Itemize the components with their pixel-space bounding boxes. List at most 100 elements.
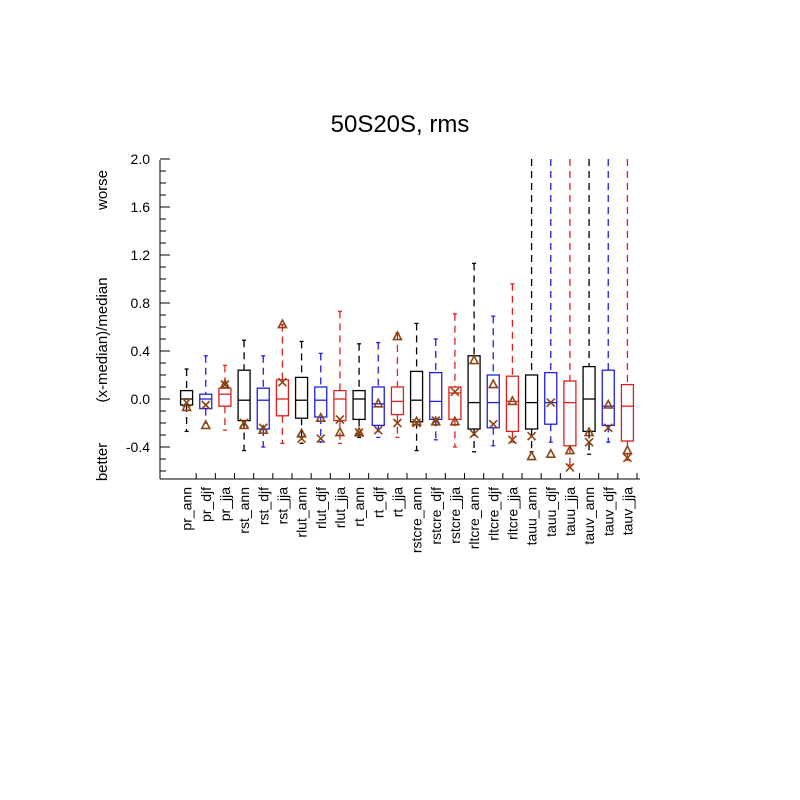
plot-area [159, 160, 640, 480]
box-iqr [218, 387, 232, 407]
y-tick-label: -0.4 [126, 439, 150, 455]
triangle-marker [430, 415, 442, 426]
triangle-marker [372, 397, 384, 408]
x-tick-label: tauv_jja [619, 487, 635, 535]
x-marker [488, 419, 498, 429]
box-iqr [601, 369, 615, 427]
x-marker [258, 423, 268, 433]
x-tick-label: rst_jja [274, 487, 290, 525]
y-axis-label-better: better [94, 443, 111, 481]
x-tick-label: rt_ann [351, 487, 367, 527]
box-rst_djf [256, 355, 270, 448]
triangle-marker [468, 354, 480, 365]
x-marker [373, 425, 383, 435]
triangle-marker [181, 401, 192, 412]
box-rst_ann [237, 339, 251, 452]
x-tick-label: rlut_ann [294, 487, 310, 538]
y-tick-label: 0.8 [131, 295, 151, 311]
x-tick-label: rlut_djf [313, 487, 329, 529]
x-tick-label: rlut_jja [332, 487, 348, 528]
triangle-marker [564, 444, 576, 455]
x-marker [565, 462, 575, 472]
box-iqr [333, 389, 347, 422]
box-rt_ann [352, 343, 366, 439]
x-marker [603, 423, 613, 433]
box-rstcre_djf [429, 338, 443, 441]
box-pr_jja [218, 364, 232, 431]
x-tick-label: pr_jja [217, 487, 233, 521]
x-tick-label: rstcre_ann [409, 487, 425, 553]
triangle-marker [392, 330, 403, 341]
triangle-marker [583, 426, 595, 437]
y-axis-label-worse: worse [94, 170, 111, 211]
box-tauv_jja [620, 159, 635, 463]
box-iqr [352, 389, 366, 421]
x-marker [527, 431, 537, 441]
x-marker [469, 429, 479, 439]
box-iqr [294, 376, 309, 419]
box-iqr [371, 386, 385, 427]
y-tick-label: 0.4 [131, 343, 151, 359]
x-tick-label: tauu_djf [543, 487, 559, 537]
y-tick-label: 1.6 [131, 199, 151, 215]
box-rstcre_ann [409, 322, 424, 452]
triangle-marker [602, 398, 614, 409]
box-rstcre_jja [448, 313, 462, 448]
x-marker [239, 418, 249, 428]
box-rst_jja [275, 318, 290, 445]
x-tick-label: pr_djf [198, 487, 214, 522]
box-iqr [429, 371, 443, 421]
box-rltcre_djf [486, 315, 500, 447]
box-rlut_jja [333, 310, 347, 445]
x-marker [450, 387, 460, 397]
box-pr_ann [179, 368, 194, 433]
triangle-marker [277, 318, 288, 329]
x-tick-label: rstcre_djf [428, 487, 444, 545]
x-marker [622, 453, 632, 463]
triangle-marker [507, 395, 518, 406]
x-marker [392, 418, 402, 428]
triangle-marker [200, 419, 212, 430]
y-tick-label: 1.2 [131, 247, 151, 263]
box-rlut_ann [294, 340, 309, 445]
box-pr_djf [199, 355, 213, 430]
box-rt_jja [390, 330, 405, 439]
x-tick-label: tauv_djf [600, 487, 616, 536]
x-marker [201, 400, 211, 410]
triangle-marker [296, 427, 307, 438]
x-tick-label: tauu_jja [562, 487, 578, 536]
x-marker [220, 380, 230, 390]
triangle-marker [487, 378, 499, 389]
x-marker [316, 434, 326, 444]
box-iqr [563, 380, 577, 447]
x-marker [412, 418, 422, 428]
box-iqr [256, 387, 270, 430]
box-tauv_djf [601, 159, 615, 443]
x-tick-label: rstcre_jja [447, 487, 463, 544]
box-rltcre_ann [467, 262, 481, 453]
triangle-marker [545, 448, 557, 459]
box-iqr [620, 383, 635, 442]
triangle-marker [526, 450, 537, 461]
box-tauu_jja [563, 159, 577, 472]
x-tick-label: tauv_ann [581, 487, 597, 545]
x-tick-label: rltcre_ann [466, 487, 482, 549]
x-marker [277, 377, 287, 387]
x-marker [182, 398, 192, 408]
box-rt_djf [371, 341, 385, 439]
x-tick-label: rt_djf [370, 487, 386, 518]
x-tick-label: rst_djf [255, 487, 271, 525]
box-iqr [237, 369, 251, 422]
x-tick-label: rst_ann [236, 487, 252, 534]
box-rlut_djf [314, 352, 328, 444]
box-iqr [448, 386, 462, 421]
triangle-marker [353, 426, 365, 437]
y-axis: -0.4 0.0 0.4 0.8 1.2 1.6 2.0 [126, 151, 170, 472]
box-tauv_ann [582, 159, 596, 455]
box-rltcre_jja [505, 283, 520, 445]
boxes-group [179, 159, 635, 472]
box-iqr [275, 379, 290, 417]
y-axis-label-middle: (x-median)/median [94, 277, 111, 402]
x-marker [354, 428, 364, 438]
